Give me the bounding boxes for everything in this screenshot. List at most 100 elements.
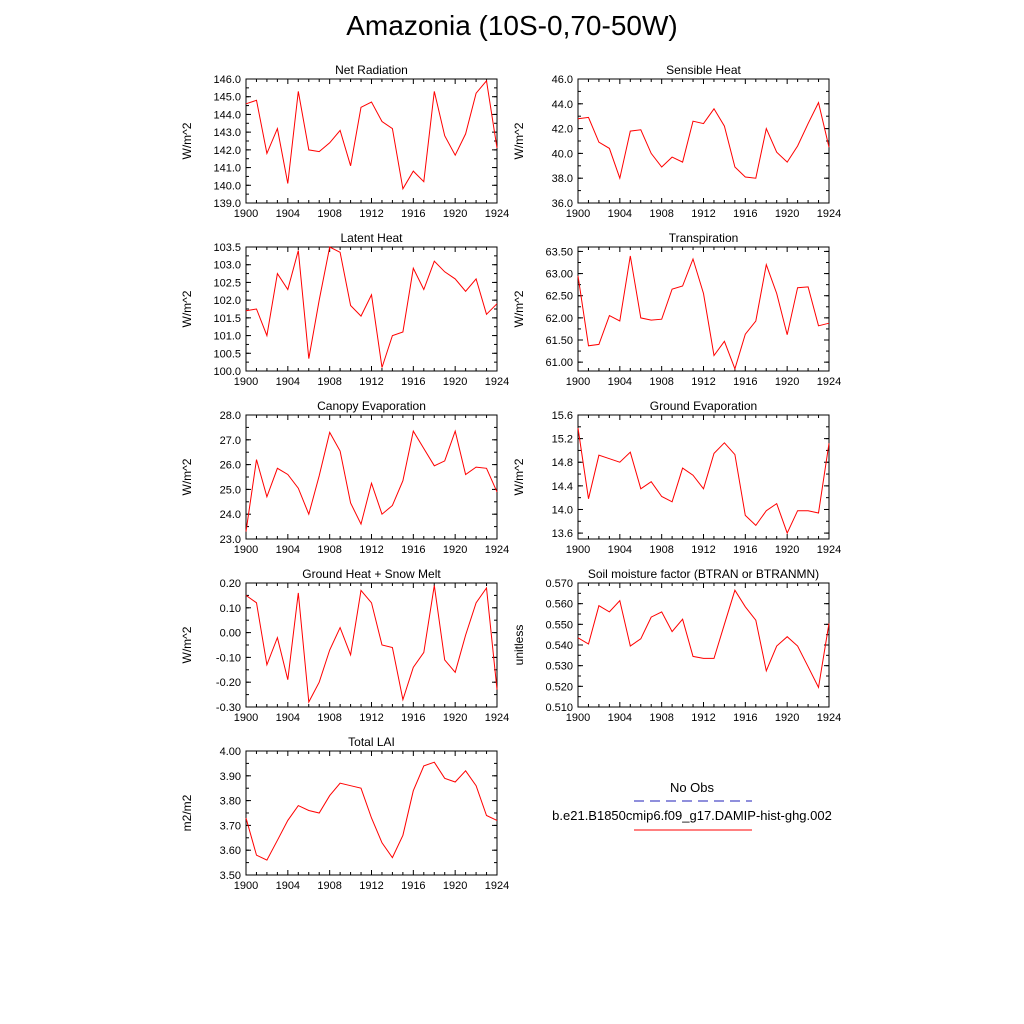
panel-title: Canopy Evaporation: [317, 399, 426, 413]
y-axis-label: unitless: [512, 625, 526, 666]
y-tick-label: 101.5: [213, 313, 241, 325]
series-line: [245, 429, 498, 532]
page-title: Amazonia (10S-0,70-50W): [346, 10, 678, 41]
y-tick-label: 140.0: [213, 180, 241, 192]
y-axis-label: W/m^2: [180, 458, 194, 495]
series-line: [245, 246, 498, 368]
y-tick-label: 100.5: [213, 348, 241, 360]
y-tick-label: 23.0: [220, 534, 241, 546]
x-tick-label: 1924: [817, 712, 841, 724]
x-tick-label: 1920: [775, 712, 799, 724]
y-tick-label: -0.30: [216, 702, 241, 714]
x-tick-label: 1924: [817, 376, 841, 388]
series-line: [577, 589, 830, 690]
y-tick-label: 144.0: [213, 109, 241, 121]
legend-model-label: b.e21.B1850cmip6.f09_g17.DAMIP-hist-ghg.…: [552, 808, 832, 823]
panel-canopy-evaporation: Canopy Evaporation W/m^2 1900 1904 1908 1912 1…: [180, 399, 509, 556]
x-tick-label: 1920: [443, 544, 467, 556]
plot-frame: [245, 78, 498, 204]
y-tick-label: 0.530: [545, 661, 573, 673]
plot-frame: [577, 582, 830, 708]
y-tick-label: 63.00: [545, 269, 573, 281]
x-tick-label: 1904: [276, 376, 300, 388]
y-tick-label: 141.0: [213, 163, 241, 175]
x-tick-label: 1920: [775, 544, 799, 556]
y-tick-label: 101.0: [213, 331, 241, 343]
x-tick-label: 1900: [566, 712, 590, 724]
x-tick-label: 1920: [443, 376, 467, 388]
series-line: [577, 427, 830, 535]
y-tick-label: 0.20: [220, 578, 241, 590]
y-tick-label: 63.50: [545, 246, 573, 258]
panel-ground-heat-snow-melt: Ground Heat + Snow Melt W/m^2 1900 1904 1908…: [180, 567, 509, 724]
y-tick-label: 38.0: [552, 173, 573, 185]
y-axis-label: W/m^2: [512, 458, 526, 495]
panel-net-radiation: Net Radiation W/m^2 1900 1904 1908 1912 1916 19…: [180, 63, 509, 220]
y-tick-label: 15.2: [552, 434, 573, 446]
series-line: [245, 79, 498, 191]
y-axis-label: W/m^2: [512, 122, 526, 159]
plot-frame: [245, 414, 498, 540]
x-tick-label: 1916: [733, 376, 757, 388]
panel-title: Latent Heat: [340, 231, 403, 245]
panel-title: Ground Heat + Snow Melt: [302, 567, 441, 581]
y-tick-label: 61.50: [545, 335, 573, 347]
y-tick-label: 42.0: [552, 124, 573, 136]
y-tick-label: 14.0: [552, 504, 573, 516]
panel-total-lai: Total LAI m2/m2 1900 1904 1908 1912 1916 1920 19…: [180, 735, 509, 892]
x-tick-label: 1912: [359, 712, 383, 724]
x-tick-label: 1912: [359, 544, 383, 556]
y-axis-label: W/m^2: [180, 122, 194, 159]
y-tick-label: 146.0: [213, 74, 241, 86]
x-tick-label: 1908: [317, 712, 341, 724]
panel-ground-evaporation: Ground Evaporation W/m^2 1900 1904 1908 1912 1…: [512, 399, 841, 556]
y-tick-label: 46.0: [552, 74, 573, 86]
panel-title: Transpiration: [669, 231, 739, 245]
x-tick-label: 1920: [775, 376, 799, 388]
y-tick-label: 3.80: [220, 796, 241, 808]
x-tick-label: 1920: [443, 712, 467, 724]
x-tick-label: 1912: [359, 208, 383, 220]
panel-title: Total LAI: [348, 735, 395, 749]
y-tick-label: 4.00: [220, 746, 241, 758]
x-tick-label: 1916: [733, 712, 757, 724]
series-line: [245, 585, 498, 704]
plot-frame: [245, 582, 498, 708]
y-tick-label: 13.6: [552, 528, 573, 540]
y-tick-label: 15.6: [552, 410, 573, 422]
y-tick-label: 0.510: [545, 702, 573, 714]
y-tick-label: 24.0: [220, 509, 241, 521]
x-tick-label: 1900: [566, 376, 590, 388]
x-tick-label: 1900: [234, 880, 258, 892]
x-tick-label: 1900: [566, 544, 590, 556]
x-tick-label: 1908: [317, 208, 341, 220]
plot-frame: [245, 750, 498, 876]
x-tick-label: 1916: [733, 208, 757, 220]
x-tick-label: 1920: [443, 208, 467, 220]
x-tick-label: 1900: [234, 544, 258, 556]
x-tick-label: 1908: [649, 544, 673, 556]
x-tick-label: 1916: [401, 376, 425, 388]
x-tick-label: 1924: [485, 880, 509, 892]
x-tick-label: 1904: [608, 208, 632, 220]
y-tick-label: 28.0: [220, 410, 241, 422]
series-line: [577, 101, 830, 181]
plot-frame: [245, 246, 498, 372]
y-tick-label: 36.0: [552, 198, 573, 210]
plot-frame: [577, 78, 830, 204]
y-axis-label: W/m^2: [180, 290, 194, 327]
y-tick-label: 103.5: [213, 242, 241, 254]
x-tick-label: 1912: [691, 712, 715, 724]
x-tick-label: 1904: [276, 880, 300, 892]
plot-frame: [577, 246, 830, 372]
x-tick-label: 1900: [234, 376, 258, 388]
panel-sensible-heat: Sensible Heat W/m^2 1900 1904 1908 1912 1916 19…: [512, 63, 841, 220]
series-line: [577, 255, 830, 371]
y-tick-label: 26.0: [220, 460, 241, 472]
y-tick-label: 44.0: [552, 99, 573, 111]
x-tick-label: 1916: [401, 544, 425, 556]
x-tick-label: 1912: [359, 880, 383, 892]
panel-title: Net Radiation: [335, 63, 408, 77]
x-tick-label: 1908: [649, 712, 673, 724]
y-tick-label: 0.00: [220, 628, 241, 640]
